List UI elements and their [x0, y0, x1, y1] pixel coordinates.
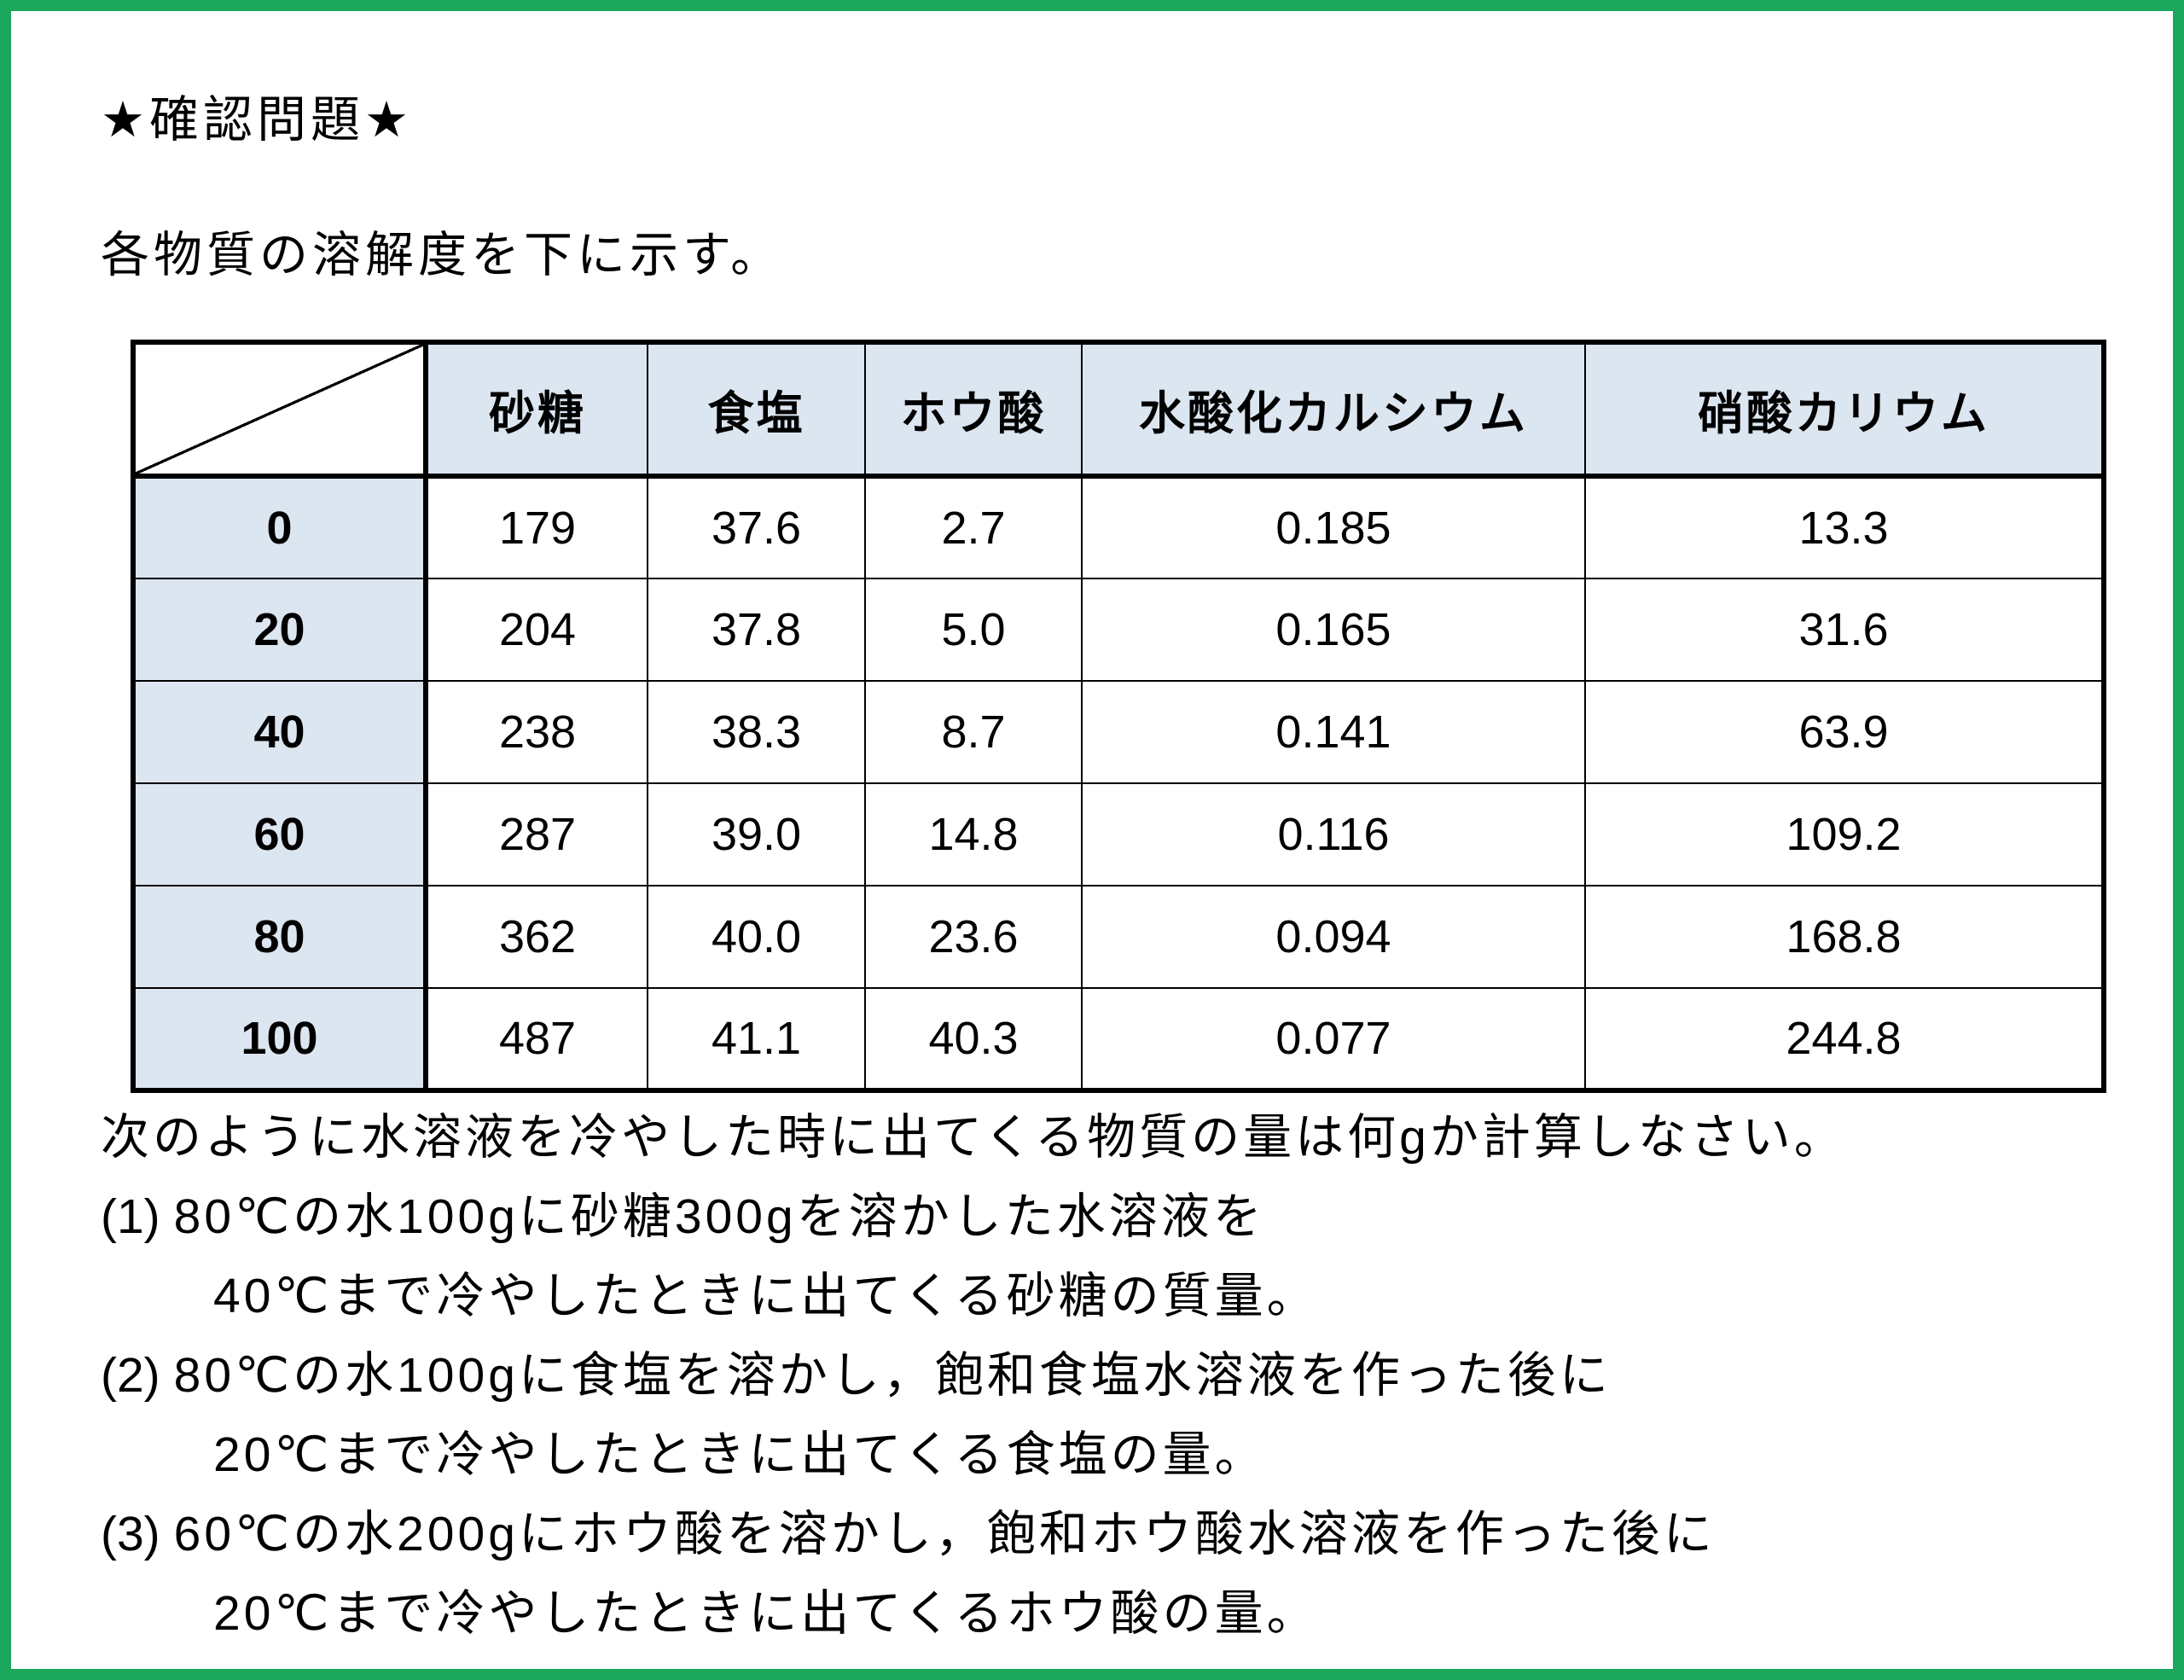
question-3-text: 60℃の水200gにホウ酸を溶かし，飽和ホウ酸水溶液を作った後に: [173, 1507, 1716, 1561]
question-2-text: 80℃の水100gに食塩を溶かし，飽和食塩水溶液を作った後に: [173, 1348, 1612, 1403]
temp-cell: 0: [132, 475, 428, 579]
value-cell: 0.077: [1081, 987, 1586, 1091]
value-cell: 40.0: [647, 885, 866, 989]
col-header-calcium-hydroxide: 水酸化カルシウム: [1081, 341, 1586, 479]
question-1-text: 80℃の水100gに砂糖300gを溶かした水溶液を: [173, 1189, 1265, 1244]
col-header-potassium-nitrate: 硝酸カリウム: [1584, 341, 2105, 479]
table-row-100: 100 487 41.1 40.3 0.077 244.8: [132, 987, 2105, 1091]
temp-cell: 80: [132, 885, 428, 989]
value-cell: 38.3: [647, 680, 866, 784]
table-row-80: 80 362 40.0 23.6 0.094 168.8: [132, 885, 2105, 989]
value-cell: 287: [425, 782, 648, 887]
question-1-line-1: (1) 80℃の水100gに砂糖300gを溶かした水溶液を: [101, 1177, 1846, 1257]
value-cell: 8.7: [864, 680, 1083, 784]
questions-block: 次のように水溶液を冷やした時に出てくる物質の量は何gか計算しなさい。 (1) 80…: [101, 1098, 1846, 1654]
value-cell: 14.8: [864, 782, 1083, 887]
table-row-0: 0 179 37.6 2.7 0.185 13.3: [132, 475, 2105, 579]
value-cell: 13.3: [1584, 475, 2105, 579]
temp-cell: 60: [132, 782, 428, 887]
value-cell: 0.185: [1081, 475, 1586, 579]
table-header-row: 砂糖 食塩 ホウ酸 水酸化カルシウム 硝酸カリウム: [132, 341, 2105, 479]
question-1-marker: (1): [101, 1189, 160, 1244]
value-cell: 31.6: [1584, 578, 2105, 682]
questions-intro: 次のように水溶液を冷やした時に出てくる物質の量は何gか計算しなさい。: [101, 1110, 1846, 1165]
value-cell: 244.8: [1584, 987, 2105, 1091]
col-header-boric-acid: ホウ酸: [864, 341, 1083, 479]
diagonal-line: [136, 345, 421, 471]
value-cell: 487: [425, 987, 648, 1091]
question-3-marker: (3): [101, 1507, 160, 1561]
question-2-line-2: 20℃まで冷やしたときに出てくる食塩の量。: [213, 1427, 1267, 1482]
corner-cell: [132, 341, 428, 479]
temp-cell: 100: [132, 987, 428, 1091]
question-2-marker: (2): [101, 1348, 160, 1403]
value-cell: 109.2: [1584, 782, 2105, 887]
value-cell: 238: [425, 680, 648, 784]
value-cell: 0.141: [1081, 680, 1586, 784]
col-header-sugar: 砂糖: [425, 341, 648, 479]
value-cell: 39.0: [647, 782, 866, 887]
value-cell: 40.3: [864, 987, 1083, 1091]
question-3-line-1: (3) 60℃の水200gにホウ酸を溶かし，飽和ホウ酸水溶液を作った後に: [101, 1495, 1846, 1574]
value-cell: 37.6: [647, 475, 866, 579]
value-cell: 5.0: [864, 578, 1083, 682]
value-cell: 0.116: [1081, 782, 1586, 887]
question-1-line-2: 40℃まで冷やしたときに出てくる砂糖の質量。: [213, 1269, 1319, 1323]
page-title: ★確認問題★: [101, 92, 413, 148]
value-cell: 23.6: [864, 885, 1083, 989]
table-row-40: 40 238 38.3 8.7 0.141 63.9: [132, 680, 2105, 784]
table-row-20: 20 204 37.8 5.0 0.165 31.6: [132, 578, 2105, 682]
value-cell: 41.1: [647, 987, 866, 1091]
table-row-60: 60 287 39.0 14.8 0.116 109.2: [132, 782, 2105, 887]
value-cell: 168.8: [1584, 885, 2105, 989]
value-cell: 362: [425, 885, 648, 989]
solubility-table: 砂糖 食塩 ホウ酸 水酸化カルシウム 硝酸カリウム 0 179 37.6 2.7…: [131, 340, 2106, 1093]
value-cell: 204: [425, 578, 648, 682]
value-cell: 2.7: [864, 475, 1083, 579]
value-cell: 37.8: [647, 578, 866, 682]
col-header-salt: 食塩: [647, 341, 866, 479]
value-cell: 179: [425, 475, 648, 579]
temp-cell: 40: [132, 680, 428, 784]
value-cell: 0.165: [1081, 578, 1586, 682]
value-cell: 63.9: [1584, 680, 2105, 784]
value-cell: 0.094: [1081, 885, 1586, 989]
question-3-line-2: 20℃まで冷やしたときに出てくるホウ酸の量。: [213, 1586, 1319, 1641]
table-caption: 各物質の溶解度を下に示す。: [101, 228, 784, 282]
question-2-line-1: (2) 80℃の水100gに食塩を溶かし，飽和食塩水溶液を作った後に: [101, 1336, 1846, 1416]
temp-cell: 20: [132, 578, 428, 682]
